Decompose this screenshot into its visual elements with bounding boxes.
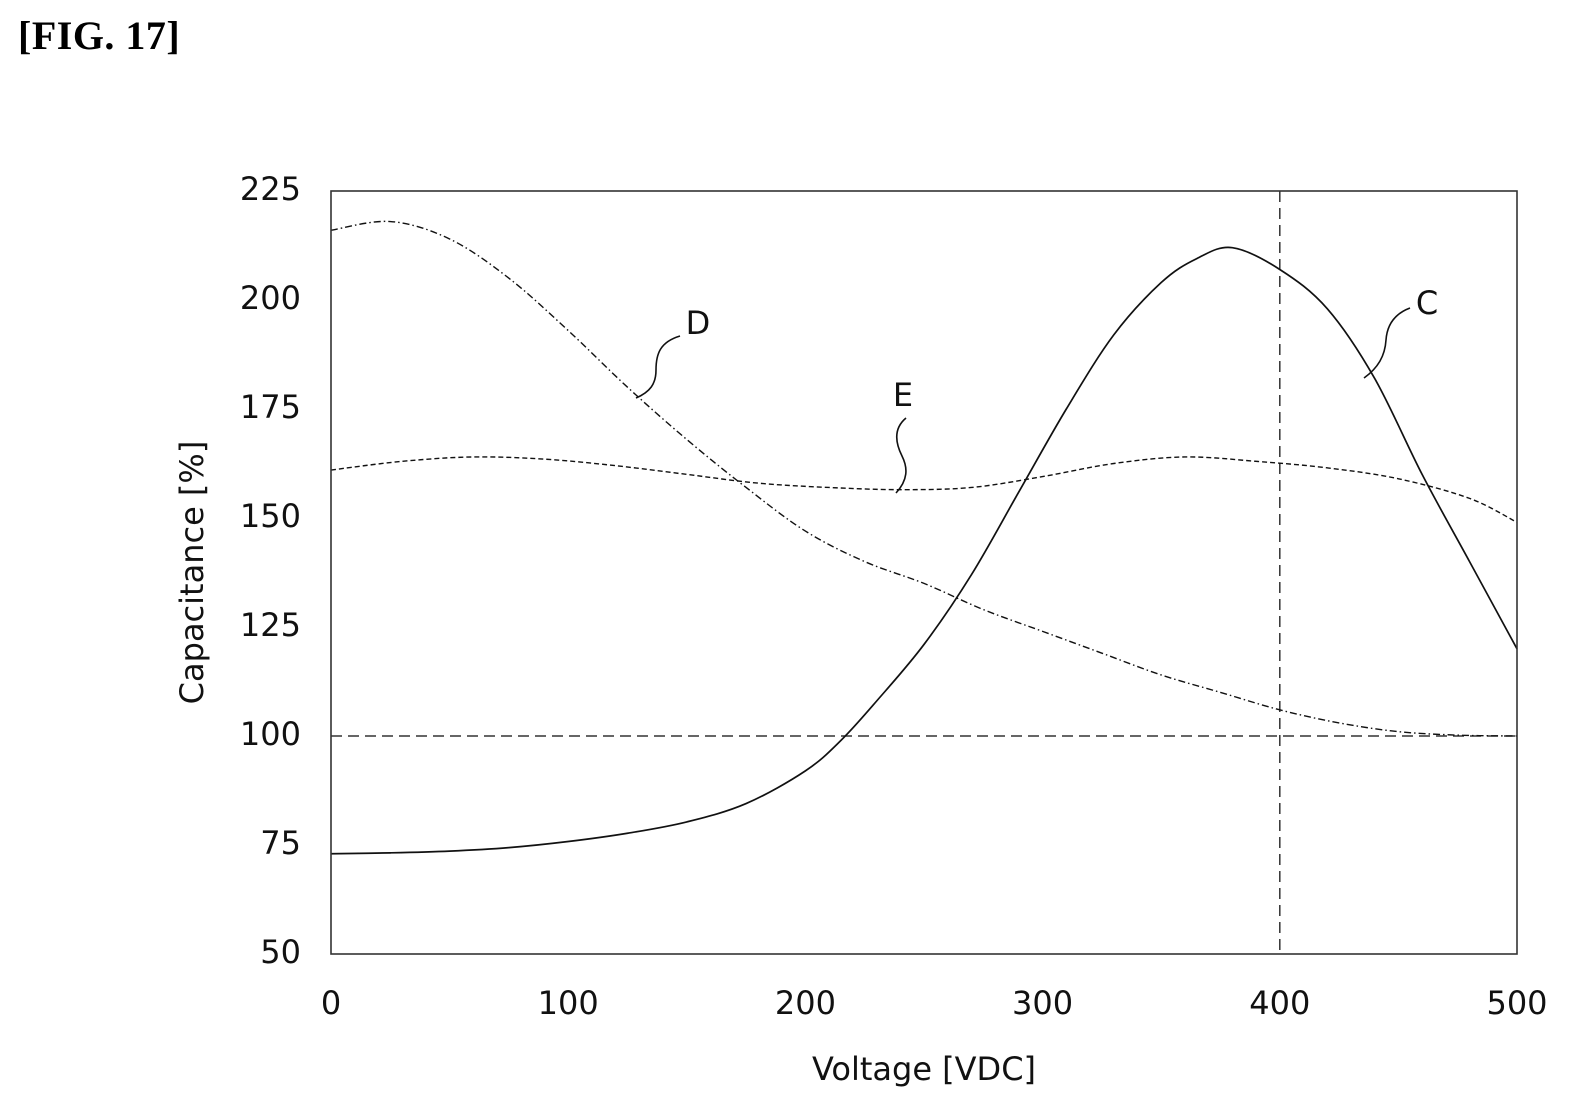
y-axis-label: Capacitance [%] [173,441,211,705]
x-tick-label: 300 [1012,984,1073,1022]
x-tick-label: 100 [538,984,599,1022]
y-tick-label: 100 [240,715,301,753]
series-line-d [330,220,1518,737]
tick-labels: 0 100 200 300 400 500 50 75 100 125 150 175 200 225 [240,170,1548,1022]
series-label-e: E [893,376,913,414]
callout-leader-d [635,335,681,399]
reference-lines [331,191,1517,954]
y-tick-label: 75 [260,824,301,862]
y-tick-label: 125 [240,606,301,644]
x-tick-label: 0 [321,984,341,1022]
callout-leader-e [895,417,907,494]
series-label-c: C [1416,284,1438,322]
figure-label: [FIG. 17] [18,13,181,58]
callout-leader-c [1363,307,1411,379]
series-lines [330,220,1518,855]
plot-area-frame [330,190,1518,955]
series-line-e [330,456,1518,523]
callout-leaders: C D E [635,284,1438,494]
y-tick-label: 150 [240,497,301,535]
series-line-c [330,246,1518,855]
y-tick-label: 200 [240,279,301,317]
y-tick-label: 50 [260,933,301,971]
x-tick-label: 200 [775,984,836,1022]
x-axis-label: Voltage [VDC] [812,1050,1036,1088]
x-tick-label: 400 [1249,984,1310,1022]
y-tick-label: 225 [240,170,301,208]
series-label-d: D [686,304,711,342]
y-tick-label: 175 [240,388,301,426]
x-tick-label: 500 [1486,984,1547,1022]
